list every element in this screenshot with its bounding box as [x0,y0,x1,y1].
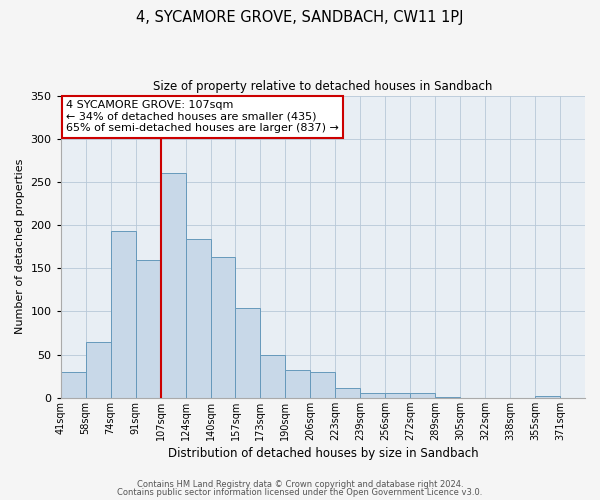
Title: Size of property relative to detached houses in Sandbach: Size of property relative to detached ho… [153,80,493,93]
Text: Contains HM Land Registry data © Crown copyright and database right 2024.: Contains HM Land Registry data © Crown c… [137,480,463,489]
Bar [211,257,235,398]
Bar [161,174,185,398]
Text: 4, SYCAMORE GROVE, SANDBACH, CW11 1PJ: 4, SYCAMORE GROVE, SANDBACH, CW11 1PJ [136,10,464,25]
Bar [435,397,460,398]
Bar [235,308,260,398]
X-axis label: Distribution of detached houses by size in Sandbach: Distribution of detached houses by size … [167,447,478,460]
Bar [185,239,211,398]
Y-axis label: Number of detached properties: Number of detached properties [15,159,25,334]
Bar [136,260,161,398]
Bar [260,354,286,398]
Bar [86,342,110,398]
Bar [385,394,410,398]
Text: Contains public sector information licensed under the Open Government Licence v3: Contains public sector information licen… [118,488,482,497]
Bar [535,396,560,398]
Bar [61,372,86,398]
Bar [361,394,385,398]
Bar [310,372,335,398]
Bar [410,392,435,398]
Text: 4 SYCAMORE GROVE: 107sqm
← 34% of detached houses are smaller (435)
65% of semi-: 4 SYCAMORE GROVE: 107sqm ← 34% of detach… [66,100,339,134]
Bar [286,370,310,398]
Bar [335,388,361,398]
Bar [110,231,136,398]
